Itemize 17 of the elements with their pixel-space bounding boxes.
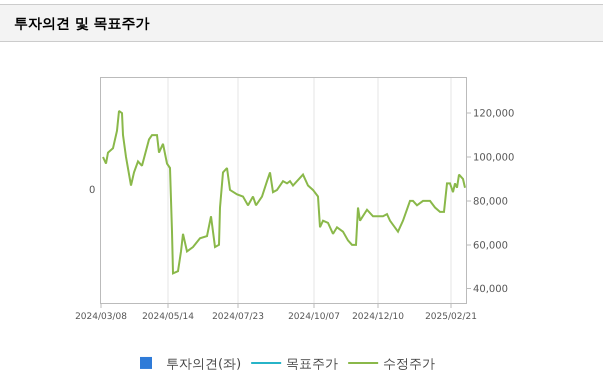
line-series xyxy=(102,110,466,274)
y-tick-label: 100,000 xyxy=(473,152,514,164)
x-tick-label: 2024/05/14 xyxy=(142,312,194,322)
y-tick-label: 80,000 xyxy=(473,196,508,208)
y-tick-label: 60,000 xyxy=(473,240,508,252)
legend-label: 투자의견(좌) xyxy=(166,357,242,372)
chart-title: 투자의견 및 목표주가 xyxy=(0,4,603,42)
x-tick-label: 2025/02/21 xyxy=(425,312,477,322)
x-tick-label: 2024/10/07 xyxy=(288,312,340,322)
text: 0 xyxy=(89,185,96,196)
x-tick-label: 2024/03/08 xyxy=(75,312,128,322)
y-tick-label: 40,000 xyxy=(473,284,508,296)
legend-label: 수정주가 xyxy=(383,357,436,372)
x-tick-label: 2024/12/10 xyxy=(352,312,404,322)
x-tick-label: 2024/07/23 xyxy=(212,312,264,322)
legend-label: 목표주가 xyxy=(286,357,338,372)
y-tick-label: 120,000 xyxy=(473,108,514,120)
